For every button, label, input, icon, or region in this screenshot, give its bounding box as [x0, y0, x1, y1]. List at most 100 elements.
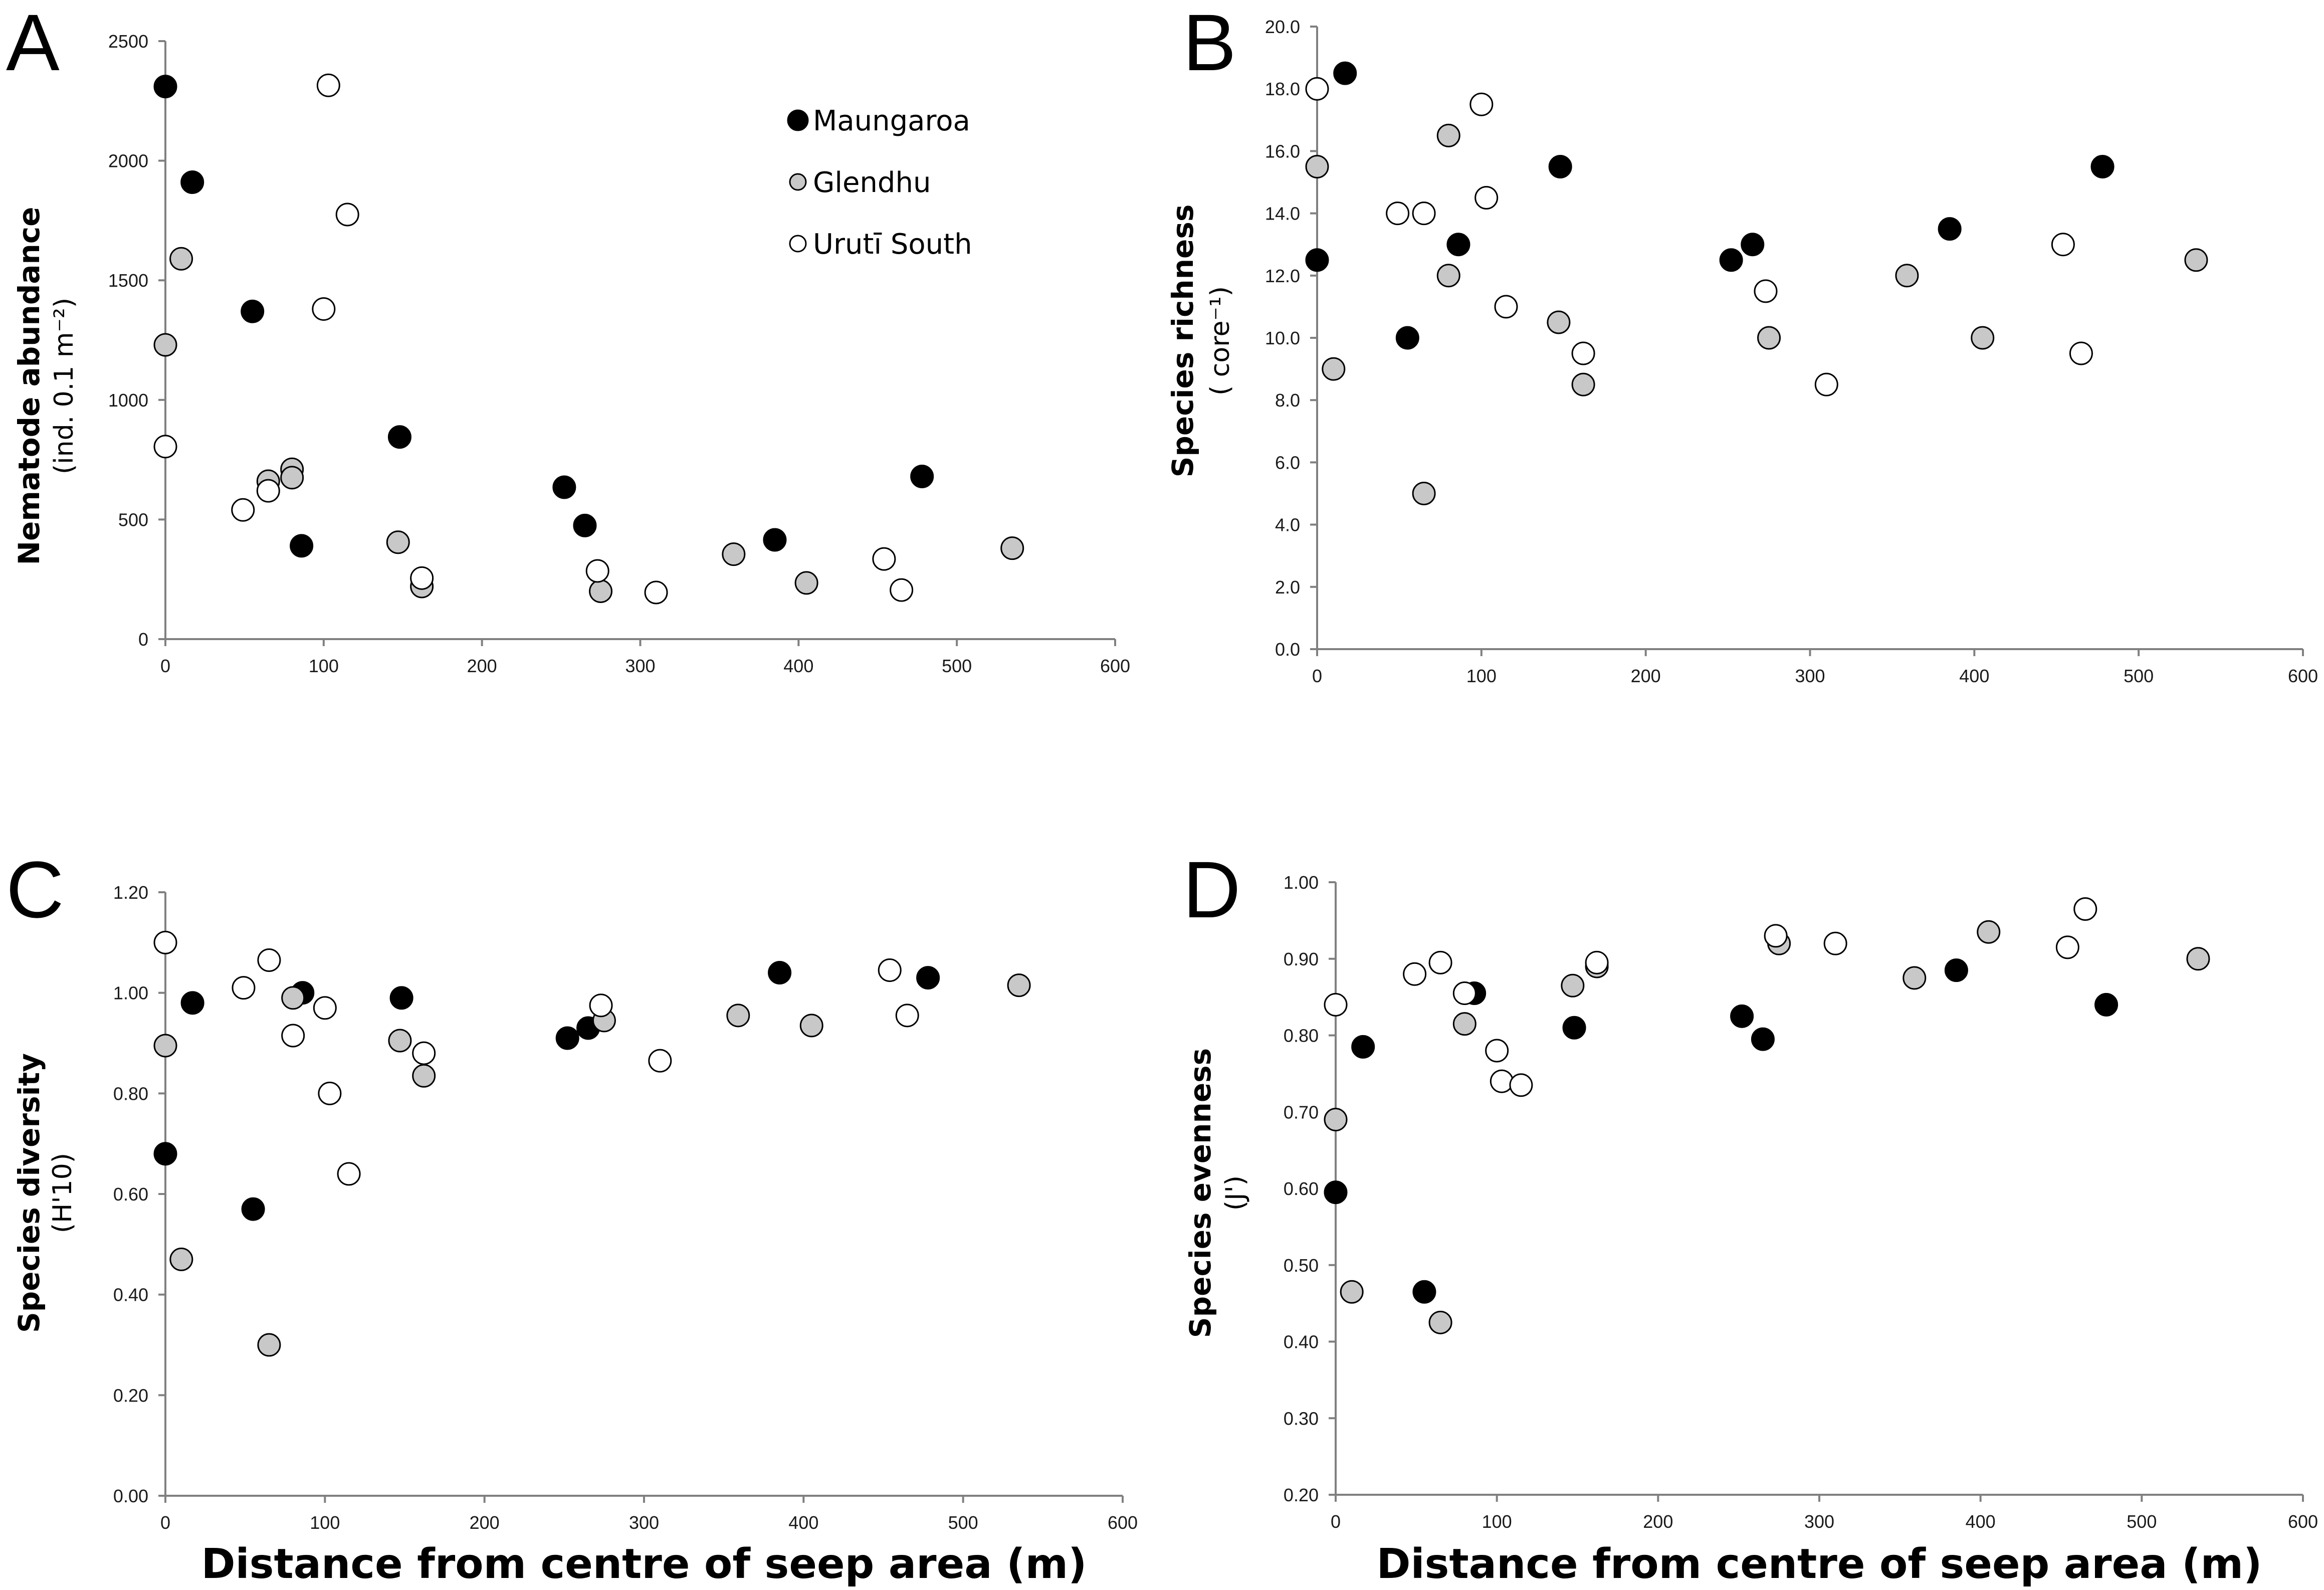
data-point-glendhu — [589, 579, 613, 604]
legend-marker — [787, 109, 809, 131]
x-tick-label: 300 — [629, 1512, 659, 1533]
x-tick-label: 400 — [1959, 666, 1989, 686]
legend-label: Maungaroa — [813, 105, 970, 137]
data-point-urut-south — [1474, 186, 1499, 210]
data-point-urut-south — [232, 976, 256, 1000]
x-tick-label: 500 — [2127, 1511, 2157, 1532]
y-tick-label: 1.00 — [113, 983, 148, 1004]
x-tick-label: 200 — [1643, 1511, 1673, 1532]
y-tick-label: 18.0 — [1265, 79, 1300, 99]
data-point-maungaroa — [1719, 248, 1743, 272]
series-urut-south — [153, 930, 919, 1186]
data-point-urut-south — [153, 930, 177, 954]
data-point-urut-south — [648, 1049, 672, 1073]
series-maungaroa — [153, 75, 934, 558]
y-tick-label: 0.60 — [1284, 1178, 1319, 1199]
x-tick-label: 0 — [160, 656, 170, 676]
data-point-urut-south — [1305, 77, 1329, 101]
panel-c: C 0 100 200 300 400 500 600 0.00 0.20 0.40 0.60 0.80… — [6, 845, 1138, 1588]
y-tick-label: 16.0 — [1265, 141, 1300, 161]
data-point-urut-south — [256, 479, 280, 503]
data-point-glendhu — [1903, 966, 1927, 990]
data-point-glendhu — [1971, 326, 1995, 350]
y-tick-label: 0.30 — [1284, 1408, 1319, 1429]
data-point-maungaroa — [1751, 1027, 1775, 1051]
y-tick-label: 0.90 — [1284, 949, 1319, 969]
data-point-urut-south — [1428, 950, 1452, 974]
data-point-maungaroa — [180, 170, 204, 194]
data-point-glendhu — [388, 1029, 412, 1053]
y-axis-units: (ind. 0.1 m⁻²) — [49, 298, 79, 474]
y-tick-label: 0.0 — [1275, 639, 1300, 660]
x-tick-label: 400 — [788, 1512, 818, 1533]
data-point-glendhu — [2184, 248, 2208, 272]
y-axis-title: Species diversity — [12, 1053, 46, 1333]
data-point-urut-south — [1403, 962, 1427, 986]
data-point-urut-south — [1754, 279, 1778, 303]
y-axis-units: ( core⁻¹) — [1205, 286, 1235, 395]
data-point-urut-south — [1452, 981, 1476, 1005]
legend-label: Glendhu — [813, 166, 931, 199]
legend-item-maungaroa: Maungaroa — [787, 105, 970, 137]
data-point-urut-south — [335, 203, 359, 227]
x-tick-label: 400 — [1966, 1511, 1996, 1532]
data-point-glendhu — [1428, 1310, 1452, 1334]
data-point-urut-south — [1814, 372, 1838, 396]
data-point-urut-south — [1324, 992, 1348, 1017]
y-tick-label: 20.0 — [1265, 17, 1300, 37]
x-tick-label: 600 — [2288, 1511, 2318, 1532]
data-point-urut-south — [231, 498, 255, 522]
data-point-glendhu — [281, 986, 305, 1010]
panel-d: D 0 100 200 300 400 500 600 0.20 0.30 0.40 0.50 0.60… — [1183, 845, 2318, 1588]
data-point-maungaroa — [1944, 958, 1968, 982]
panel-letter: B — [1183, 0, 1236, 87]
data-point-maungaroa — [1938, 217, 1962, 241]
data-point-maungaroa — [552, 475, 576, 499]
y-tick-label: 12.0 — [1265, 266, 1300, 286]
data-point-maungaroa — [153, 75, 177, 99]
x-tick-label: 300 — [1795, 666, 1825, 686]
data-point-urut-south — [1823, 931, 1847, 955]
x-tick-label: 500 — [942, 656, 972, 676]
data-point-maungaroa — [768, 961, 792, 985]
y-tick-label: 0.20 — [113, 1385, 148, 1406]
data-point-maungaroa — [1548, 154, 1572, 178]
y-axis-units: (J') — [1220, 1175, 1250, 1211]
series-urut-south — [1305, 77, 2093, 396]
y-tick-label: 0.40 — [1284, 1332, 1319, 1352]
series-glendhu — [1305, 123, 2208, 505]
y-tick-label: 2000 — [108, 151, 148, 171]
y-tick-label: 1500 — [108, 270, 148, 291]
data-point-urut-south — [2073, 897, 2097, 921]
legend: Maungaroa Glendhu Urutī South — [787, 105, 972, 261]
data-point-maungaroa — [555, 1026, 579, 1050]
data-point-maungaroa — [1562, 1016, 1586, 1040]
data-point-glendhu — [386, 530, 410, 554]
data-point-glendhu — [799, 1014, 823, 1038]
data-point-glendhu — [1571, 372, 1595, 396]
y-tick-label: 1000 — [108, 390, 148, 411]
data-point-urut-south — [1412, 202, 1436, 226]
data-point-urut-south — [153, 435, 177, 459]
data-point-glendhu — [1977, 920, 2001, 944]
data-point-maungaroa — [1305, 248, 1329, 272]
x-tick-label: 300 — [625, 656, 655, 676]
data-point-glendhu — [1000, 536, 1024, 560]
data-point-glendhu — [1757, 326, 1781, 350]
data-point-glendhu — [169, 247, 193, 271]
series-maungaroa — [1324, 958, 2119, 1304]
data-point-urut-south — [644, 580, 668, 605]
x-tick-label: 0 — [160, 1512, 170, 1533]
data-point-urut-south — [2069, 341, 2093, 365]
legend-item-glendhu: Glendhu — [789, 166, 931, 199]
data-point-glendhu — [1324, 1108, 1348, 1132]
y-tick-label: 2.0 — [1275, 577, 1300, 598]
panel-letter: A — [6, 0, 60, 87]
y-axis-units: (H'10) — [48, 1153, 78, 1233]
y-tick-label: 0 — [138, 629, 148, 650]
x-tick-label: 200 — [467, 656, 497, 676]
data-point-urut-south — [890, 578, 914, 602]
data-point-urut-south — [1764, 924, 1788, 948]
data-point-glendhu — [722, 542, 746, 566]
